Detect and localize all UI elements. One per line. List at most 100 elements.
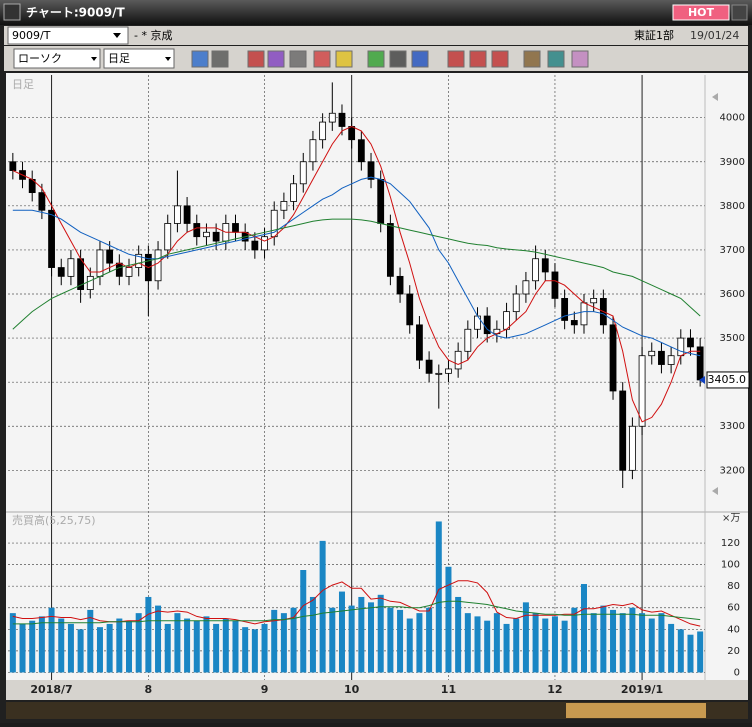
volume-bar: [658, 613, 665, 673]
volume-bar: [58, 618, 65, 673]
volume-bar: [222, 618, 229, 673]
volume-bar: [126, 620, 133, 673]
scrollbar[interactable]: [6, 702, 748, 719]
toolbar-icons: [191, 50, 589, 68]
volume-bar: [96, 627, 103, 673]
candle-body: [367, 161, 375, 180]
candle-body: [677, 337, 685, 357]
volume-bar: [377, 594, 384, 673]
date: 19/01/24: [690, 29, 739, 42]
title-bar: [0, 0, 752, 25]
volume-bar: [435, 521, 442, 673]
toolbar-icon[interactable]: [289, 50, 307, 68]
symbol: 9009/T: [12, 29, 51, 42]
volume-bar: [648, 618, 655, 673]
x-tick-label: 8: [145, 683, 153, 696]
dropdown-arrow[interactable]: [91, 57, 97, 61]
volume-bar: [319, 540, 326, 673]
dropdown-arrow[interactable]: [165, 57, 171, 61]
candle-body: [299, 161, 307, 185]
candle-body: [454, 350, 462, 370]
toolbar-icon[interactable]: [523, 50, 541, 68]
volume-bar: [513, 618, 520, 673]
ma-line: [12, 600, 701, 625]
toolbar-icon[interactable]: [491, 50, 509, 68]
toolbar-icon[interactable]: [247, 50, 265, 68]
volume-bar: [309, 596, 316, 673]
volume-bar: [145, 596, 152, 673]
volume-bar: [629, 607, 636, 673]
toolbar-icon[interactable]: [335, 50, 353, 68]
candle-body: [425, 359, 433, 374]
candle-body: [609, 324, 617, 392]
toolbar-icon[interactable]: [389, 50, 407, 68]
volume-bar: [551, 616, 558, 673]
x-tick-label: 2019/1: [621, 683, 663, 696]
scroll-thumb[interactable]: [566, 703, 706, 718]
volume-bar: [193, 620, 200, 673]
hot-label[interactable]: HOT: [688, 6, 715, 19]
ma-line: [12, 125, 701, 423]
volume-bar: [261, 623, 268, 673]
period-select[interactable]: [103, 48, 175, 69]
toolbar-icon[interactable]: [469, 50, 487, 68]
candle-body: [338, 112, 346, 127]
toolbar-icon[interactable]: [191, 50, 209, 68]
volume-bar: [532, 613, 539, 673]
candle-body: [9, 161, 17, 171]
candle-body: [38, 192, 46, 211]
dropdown-arrow[interactable]: [113, 33, 121, 38]
toolbar-icon[interactable]: [447, 50, 465, 68]
window-title: チャート:9009/T: [26, 6, 125, 20]
candle-body: [696, 346, 704, 381]
volume-bar: [348, 605, 355, 673]
volume-bar: [445, 566, 452, 673]
volume-bar: [164, 623, 171, 673]
toolbar-icon[interactable]: [211, 50, 229, 68]
close-button[interactable]: [731, 4, 748, 21]
candle-body: [154, 249, 162, 282]
panel-label: 売買高(5,25,75): [12, 513, 96, 527]
volume-bar: [203, 616, 210, 673]
volume-bar: [368, 602, 375, 673]
candle-body: [232, 223, 239, 233]
toolbar-icon[interactable]: [547, 50, 565, 68]
volume-bar: [416, 613, 423, 673]
candle-body: [570, 320, 578, 326]
hot-button[interactable]: [672, 4, 730, 21]
volume-bar: [580, 584, 587, 673]
volume-bar: [455, 596, 462, 673]
volume-bar: [116, 618, 123, 673]
toolbar-icon[interactable]: [411, 50, 429, 68]
y-tick-label: 80: [727, 581, 740, 592]
x-tick-label: 9: [261, 683, 269, 696]
volume-bar: [67, 623, 74, 673]
toolbar-icon[interactable]: [313, 50, 331, 68]
unit-label: ×万: [722, 513, 740, 524]
toolbar-icon[interactable]: [571, 50, 589, 68]
market: 東証1部: [634, 28, 674, 42]
volume-bar: [280, 613, 287, 673]
toolbar-icon[interactable]: [267, 50, 285, 68]
toolbar-icon[interactable]: [367, 50, 385, 68]
app-icon: [3, 3, 21, 21]
symbol-input[interactable]: [7, 26, 129, 45]
candle-body: [48, 209, 55, 268]
volume-bar: [397, 609, 404, 673]
y-tick-label: 3800: [720, 201, 745, 212]
volume-bar: [271, 609, 278, 673]
style-select[interactable]: [13, 48, 101, 69]
x-tick-label: 2018/7: [30, 683, 72, 696]
volume-bar: [19, 623, 26, 673]
ma-line: [12, 176, 701, 357]
y-tick-label: 20: [727, 646, 740, 657]
candle-body: [445, 368, 452, 374]
x-axis-area: [6, 680, 748, 700]
y-tick-label: 3300: [720, 421, 745, 432]
volume-bar: [619, 613, 626, 673]
volume-bar: [484, 620, 491, 673]
volume-bar: [387, 607, 394, 673]
candle-body: [164, 223, 172, 251]
stock-name: - * 京成: [134, 28, 172, 42]
